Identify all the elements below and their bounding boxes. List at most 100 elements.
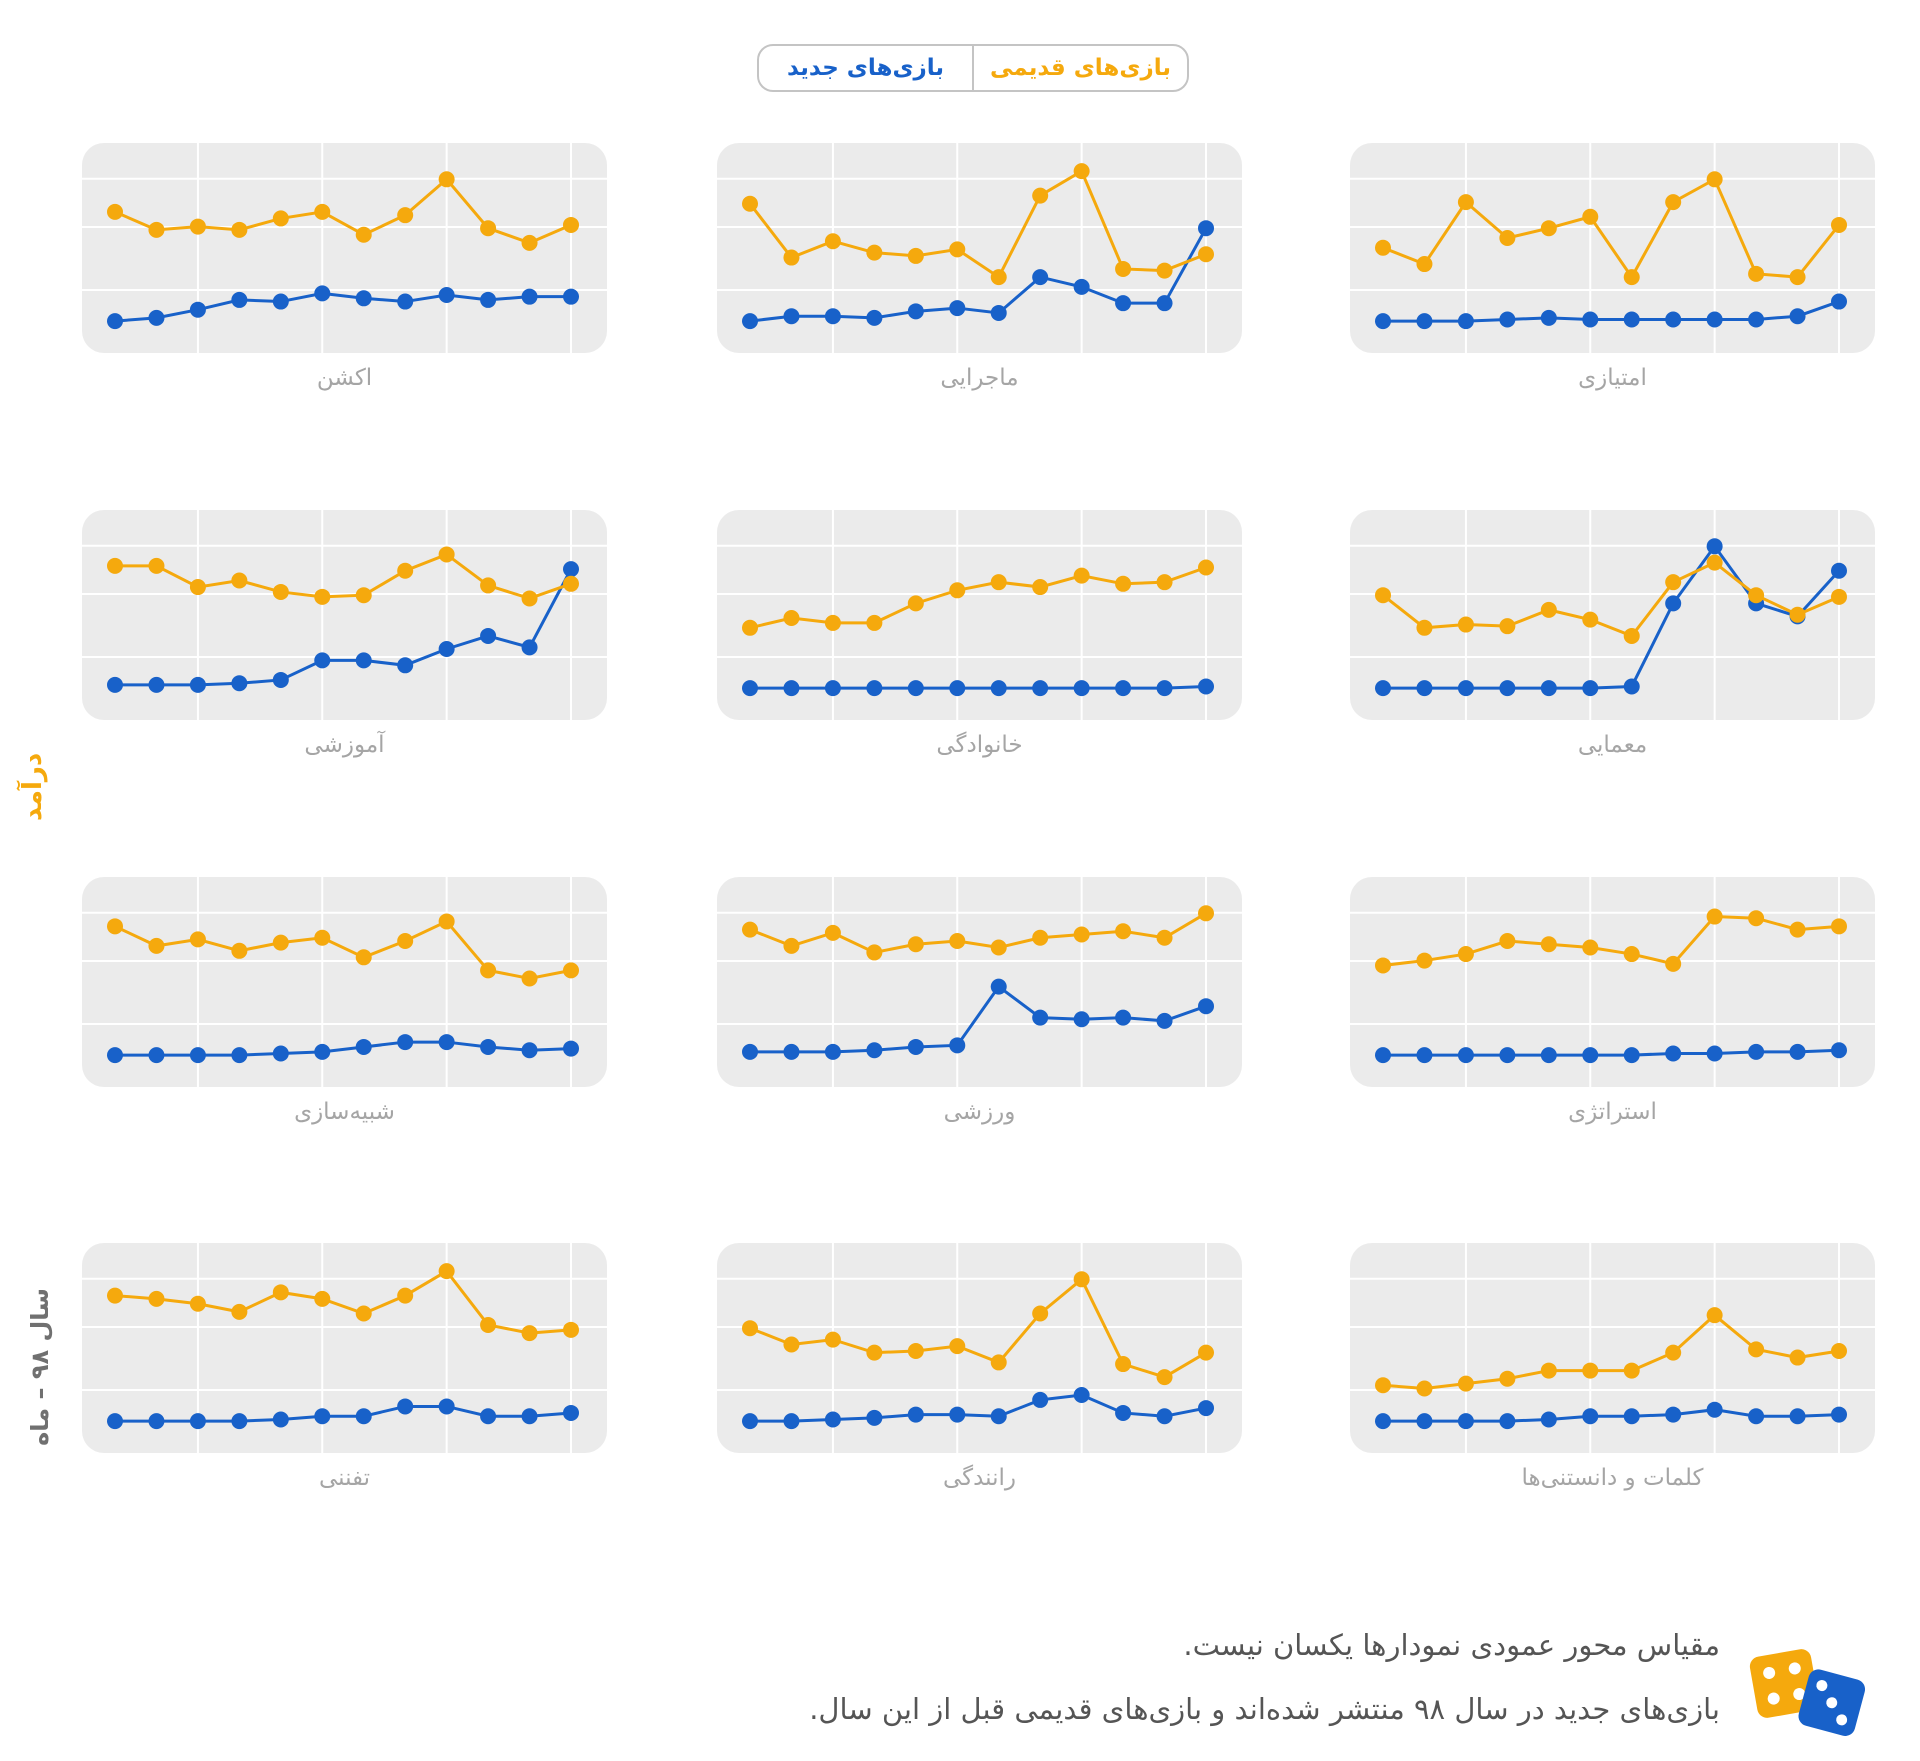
data-point-new-games	[272, 1411, 289, 1428]
chart-plot	[82, 877, 607, 1087]
data-point-new-games	[272, 671, 289, 688]
chart-title: تفننی	[318, 1465, 371, 1491]
data-point-old-games	[1198, 1344, 1214, 1361]
data-point-old-games	[148, 221, 165, 238]
data-point-new-games	[1789, 1043, 1806, 1060]
data-point-old-games	[1457, 946, 1474, 963]
data-point-old-games	[1499, 933, 1516, 950]
data-point-new-games	[314, 652, 331, 669]
data-point-new-games	[1457, 1047, 1474, 1064]
data-point-old-games	[1706, 554, 1723, 571]
data-point-old-games	[272, 210, 289, 227]
data-point-new-games	[397, 657, 414, 674]
data-point-new-games	[742, 680, 758, 697]
data-point-new-games	[866, 1042, 883, 1059]
data-point-new-games	[521, 288, 538, 305]
data-point-old-games	[824, 233, 841, 250]
chart-panel: ماجرایی	[717, 143, 1242, 413]
data-point-old-games	[742, 195, 758, 212]
data-point-old-games	[1540, 601, 1557, 618]
data-point-old-games	[355, 949, 372, 966]
data-point-old-games	[107, 203, 123, 220]
data-point-old-games	[563, 216, 579, 233]
data-point-new-games	[1032, 1391, 1049, 1408]
data-point-old-games	[1198, 905, 1214, 922]
data-point-old-games	[1115, 1356, 1132, 1373]
data-point-new-games	[1198, 998, 1214, 1015]
data-point-new-games	[480, 1408, 497, 1425]
data-point-new-games	[480, 627, 497, 644]
data-point-old-games	[438, 171, 455, 188]
data-point-old-games	[563, 575, 579, 592]
data-point-old-games	[1416, 256, 1433, 273]
data-point-old-games	[783, 937, 800, 954]
data-point-old-games	[1073, 1271, 1090, 1288]
data-point-new-games	[824, 308, 841, 325]
data-point-new-games	[990, 680, 1007, 697]
plot-background	[82, 510, 607, 720]
data-point-old-games	[355, 587, 372, 604]
data-point-old-games	[314, 1290, 331, 1307]
data-point-old-games	[1156, 1369, 1173, 1386]
chart-plot	[1350, 877, 1875, 1087]
data-point-old-games	[189, 1295, 206, 1312]
chart-plot	[82, 1243, 607, 1453]
plot-background	[717, 510, 1242, 720]
data-point-new-games	[314, 1408, 331, 1425]
data-point-new-games	[1748, 1408, 1765, 1425]
data-point-old-games	[1789, 1349, 1806, 1366]
data-point-old-games	[189, 579, 206, 596]
data-point-old-games	[231, 942, 248, 959]
dice-icon	[1749, 1649, 1866, 1736]
data-point-new-games	[1540, 309, 1557, 326]
data-point-new-games	[148, 676, 165, 693]
data-point-old-games	[521, 1325, 538, 1342]
chart-title: شبیه‌سازی	[294, 1099, 395, 1125]
data-point-new-games	[1115, 295, 1132, 312]
data-point-old-games	[1457, 194, 1474, 211]
data-point-new-games	[1156, 295, 1173, 312]
data-point-new-games	[107, 1047, 123, 1064]
data-point-new-games	[397, 293, 414, 310]
data-point-new-games	[742, 1413, 758, 1430]
data-point-new-games	[231, 1047, 248, 1064]
data-point-new-games	[907, 680, 924, 697]
data-point-old-games	[1665, 955, 1682, 972]
data-point-new-games	[563, 288, 579, 305]
chart-panel: خانوادگی	[717, 510, 1242, 780]
data-point-old-games	[480, 220, 497, 237]
data-point-old-games	[1073, 163, 1090, 180]
data-point-old-games	[866, 614, 883, 631]
data-point-old-games	[563, 962, 579, 979]
data-point-old-games	[107, 1287, 123, 1304]
data-point-old-games	[949, 1338, 966, 1355]
legend-old-games: بازی‌های قدیمی	[972, 46, 1187, 90]
data-point-old-games	[1831, 918, 1847, 935]
data-point-old-games	[949, 933, 966, 950]
data-point-old-games	[990, 1354, 1007, 1371]
data-point-new-games	[949, 1037, 966, 1054]
data-point-new-games	[1198, 678, 1214, 695]
chart-panel: کلمات و دانستنی‌ها	[1350, 1243, 1875, 1513]
legend: بازی‌های قدیمی بازی‌های جدید	[757, 44, 1189, 92]
data-point-new-games	[521, 639, 538, 656]
data-point-old-games	[438, 1263, 455, 1280]
data-point-old-games	[272, 934, 289, 951]
data-point-old-games	[1582, 939, 1599, 956]
data-point-new-games	[107, 313, 123, 330]
data-point-new-games	[949, 680, 966, 697]
data-point-old-games	[742, 619, 758, 636]
data-point-old-games	[1789, 921, 1806, 938]
data-point-new-games	[990, 978, 1007, 995]
data-point-old-games	[1198, 559, 1214, 576]
chart-plot	[717, 143, 1242, 353]
chart-title: خانوادگی	[936, 732, 1023, 758]
data-point-new-games	[1665, 1406, 1682, 1423]
data-point-new-games	[1499, 1047, 1516, 1064]
data-point-old-games	[1665, 574, 1682, 591]
data-point-new-games	[742, 313, 758, 330]
chart-title: ورزشی	[943, 1099, 1016, 1125]
legend-new-games: بازی‌های جدید	[786, 55, 945, 81]
data-point-old-games	[107, 557, 123, 574]
data-point-new-games	[148, 309, 165, 326]
